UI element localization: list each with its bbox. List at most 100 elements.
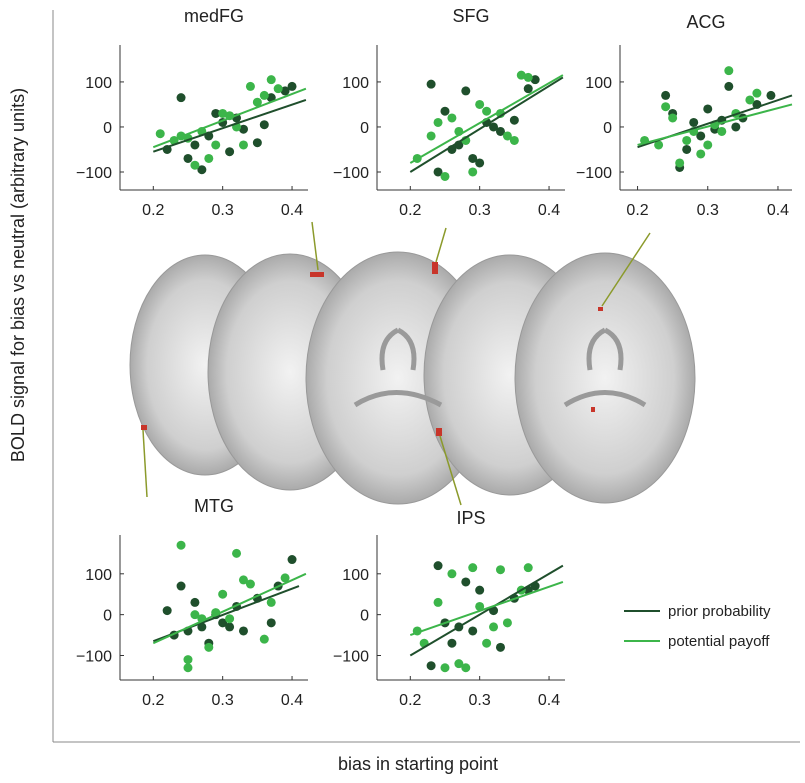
point [260, 635, 269, 644]
legend: prior probability potential payoff [624, 603, 771, 650]
fit-line [153, 100, 306, 152]
y-tick-label: 100 [585, 75, 612, 92]
point [745, 95, 754, 104]
leader-line [436, 228, 446, 262]
point [468, 167, 477, 176]
point [183, 663, 192, 672]
point [267, 598, 276, 607]
x-tick-label: 0.4 [281, 692, 303, 709]
point [475, 158, 484, 167]
activation [591, 407, 595, 412]
point [524, 84, 533, 93]
point [668, 113, 677, 122]
point [703, 140, 712, 149]
x-tick-label: 0.4 [281, 202, 303, 219]
point [461, 663, 470, 672]
activation [141, 425, 147, 430]
y-tick-label: −100 [76, 648, 112, 665]
activation [598, 307, 603, 311]
x-tick-label: 0.2 [626, 202, 648, 219]
point [496, 565, 505, 574]
point [190, 161, 199, 170]
legend-label: potential payoff [668, 633, 770, 650]
point [703, 104, 712, 113]
point [689, 118, 698, 127]
point [717, 127, 726, 136]
panel-title: SFG [452, 6, 489, 26]
x-tick-label: 0.4 [538, 692, 560, 709]
x-tick-label: 0.4 [767, 202, 789, 219]
point [156, 129, 165, 138]
y-tick-label: −100 [333, 165, 369, 182]
point [440, 172, 449, 181]
panel-title: medFG [184, 6, 244, 26]
brain-slices [130, 222, 695, 505]
x-tick-label: 0.2 [399, 202, 421, 219]
y-tick-label: 0 [360, 608, 369, 625]
y-tick-label: 0 [103, 120, 112, 137]
point [288, 555, 297, 564]
point [225, 147, 234, 156]
point [218, 590, 227, 599]
point [475, 100, 484, 109]
x-tick-label: 0.2 [142, 692, 164, 709]
point [510, 116, 519, 125]
point [503, 618, 512, 627]
y-tick-label: 0 [603, 120, 612, 137]
point [675, 158, 684, 167]
point [440, 663, 449, 672]
point [447, 639, 456, 648]
point [204, 154, 213, 163]
fit-line [153, 574, 306, 643]
panel-title: IPS [456, 508, 485, 528]
point [724, 66, 733, 75]
y-tick-label: 0 [103, 608, 112, 625]
point [461, 86, 470, 95]
point [482, 639, 491, 648]
y-tick-label: 100 [85, 75, 112, 92]
y-tick-label: 0 [360, 120, 369, 137]
point [434, 118, 443, 127]
point [510, 136, 519, 145]
fit-line [153, 89, 306, 148]
point [447, 569, 456, 578]
point [177, 93, 186, 102]
point [246, 580, 255, 589]
y-tick-label: −100 [76, 165, 112, 182]
point [482, 107, 491, 116]
y-axis-label: BOLD signal for bias vs neutral (arbitra… [8, 88, 28, 462]
panel-title: ACG [686, 12, 725, 32]
fit-line [410, 582, 563, 635]
point [177, 582, 186, 591]
point [253, 138, 262, 147]
point [183, 655, 192, 664]
point [468, 626, 477, 635]
legend-label: prior probability [668, 603, 771, 620]
point [190, 598, 199, 607]
fit-line [410, 77, 563, 172]
y-tick-label: 100 [85, 567, 112, 584]
point [724, 82, 733, 91]
leader-line [143, 430, 147, 497]
point [696, 149, 705, 158]
point [496, 643, 505, 652]
point [447, 113, 456, 122]
point [246, 82, 255, 91]
x-tick-label: 0.2 [399, 692, 421, 709]
point [524, 73, 533, 82]
point [239, 626, 248, 635]
activation [432, 262, 438, 274]
point [731, 122, 740, 131]
x-tick-label: 0.3 [469, 692, 491, 709]
point [682, 145, 691, 154]
point [267, 75, 276, 84]
x-tick-label: 0.3 [212, 692, 234, 709]
point [211, 140, 220, 149]
point [461, 577, 470, 586]
fit-line [410, 75, 563, 163]
point [204, 643, 213, 652]
activation [436, 428, 442, 436]
